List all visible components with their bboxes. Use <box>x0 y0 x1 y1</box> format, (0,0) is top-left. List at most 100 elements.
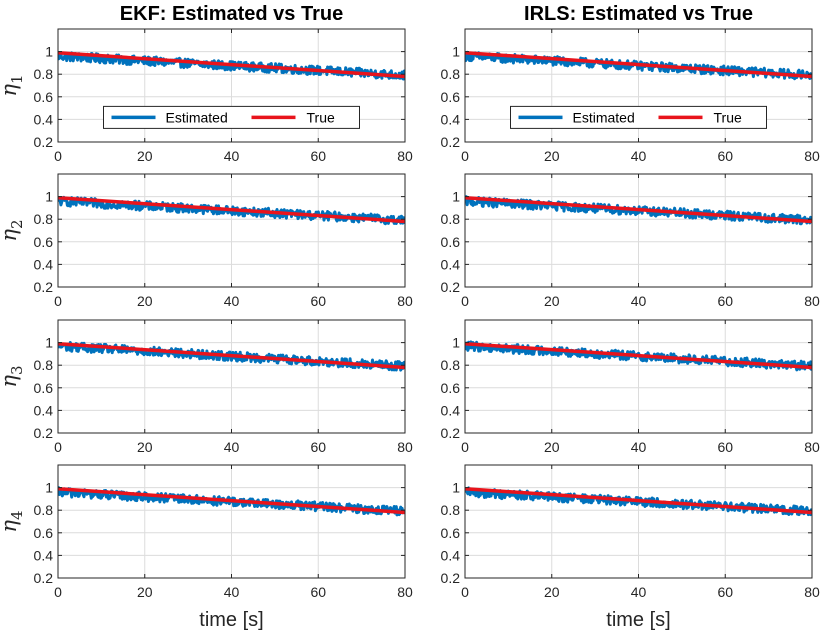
true-series-line <box>58 486 405 515</box>
x-tick-label: 0 <box>54 148 62 164</box>
x-tick-label: 80 <box>397 584 413 600</box>
x-tick-label: 20 <box>544 584 560 600</box>
x-tick-label: 60 <box>310 439 326 455</box>
y-tick-label: 0.8 <box>441 66 461 82</box>
true-series-line <box>465 195 812 224</box>
x-tick-label: 60 <box>310 293 326 309</box>
legend-box <box>510 105 767 129</box>
true-series-line <box>465 486 812 515</box>
y-tick-label: 0.2 <box>34 425 54 441</box>
y-tick-label: 0.4 <box>34 402 54 418</box>
subplot-ekf-1: 0 20 40 60 80 0.2 0.4 0.6 0.8 1 EKF: Estimated vs … <box>0 3 413 164</box>
y-tick-label: 0.4 <box>34 111 54 127</box>
x-tick-label: 40 <box>224 584 240 600</box>
x-tick-label: 20 <box>544 293 560 309</box>
y-tick-label: 1 <box>45 335 53 351</box>
y-tick-label: 0.6 <box>441 525 461 541</box>
x-tick-label: 0 <box>54 293 62 309</box>
x-tick-label: 0 <box>54 584 62 600</box>
y-tick-label: 0.6 <box>34 234 54 250</box>
subplot-irls-1: 0 20 40 60 80 0.2 0.4 0.6 0.8 1 IRLS: Estimated vs… <box>441 3 820 164</box>
y-tick-label: 0.8 <box>441 357 461 373</box>
y-axis-label-symbol: η <box>0 229 21 242</box>
y-tick-label: 0.2 <box>441 425 461 441</box>
y-tick-label: 0.8 <box>34 357 54 373</box>
y-tick-label: 0.8 <box>441 211 461 227</box>
x-tick-label: 80 <box>397 293 413 309</box>
y-tick-label: 1 <box>45 189 53 205</box>
y-axis-label: η3 <box>0 365 26 387</box>
y-tick-label: 0.6 <box>34 89 54 105</box>
legend-true-label: True <box>307 109 335 125</box>
y-tick-label: 0.4 <box>441 402 461 418</box>
y-tick-label: 1 <box>45 480 53 496</box>
x-tick-label: 40 <box>631 439 647 455</box>
y-axis-label-symbol: η <box>0 84 21 97</box>
legend-true-label: True <box>714 109 742 125</box>
y-tick-label: 0.2 <box>441 279 461 295</box>
y-tick-label: 0.4 <box>34 256 54 272</box>
y-tick-label: 0.2 <box>34 134 54 150</box>
y-tick-label: 0.8 <box>34 66 54 82</box>
subplot-title: IRLS: Estimated vs True <box>524 3 753 25</box>
y-tick-label: 0.8 <box>441 502 461 518</box>
y-tick-label: 0.6 <box>34 525 54 541</box>
x-axis-label: time [s] <box>199 609 263 631</box>
x-tick-label: 80 <box>804 439 820 455</box>
y-tick-label: 0.2 <box>34 279 54 295</box>
subplot-irls-4: 0 20 40 60 80 0.2 0.4 0.6 0.8 1 time [s] <box>441 464 820 631</box>
true-series-line <box>465 50 812 79</box>
x-tick-label: 40 <box>224 439 240 455</box>
x-tick-label: 0 <box>461 439 469 455</box>
x-tick-label: 60 <box>717 584 733 600</box>
x-tick-label: 20 <box>137 584 153 600</box>
y-tick-label: 1 <box>452 480 460 496</box>
y-tick-label: 0.2 <box>441 134 461 150</box>
true-series-line <box>58 195 405 224</box>
legend: Estimated True <box>103 105 360 129</box>
x-tick-label: 60 <box>717 293 733 309</box>
subplot-title: EKF: Estimated vs True <box>120 3 343 25</box>
x-tick-label: 0 <box>461 584 469 600</box>
x-tick-label: 40 <box>631 293 647 309</box>
y-tick-label: 0.2 <box>34 570 54 586</box>
subplot-irls-3: 0 20 40 60 80 0.2 0.4 0.6 0.8 1 <box>441 319 820 455</box>
x-tick-label: 40 <box>224 293 240 309</box>
legend: Estimated True <box>510 105 767 129</box>
subplot-irls-2: 0 20 40 60 80 0.2 0.4 0.6 0.8 1 <box>441 173 820 309</box>
x-axis-label: time [s] <box>606 609 670 631</box>
x-tick-label: 60 <box>310 148 326 164</box>
y-tick-label: 0.8 <box>34 211 54 227</box>
y-axis-label: η1 <box>0 74 26 96</box>
true-series-line <box>58 341 405 370</box>
true-series-line <box>58 50 405 79</box>
x-tick-label: 60 <box>717 439 733 455</box>
y-axis-label-subscript: 2 <box>8 219 26 229</box>
x-tick-label: 40 <box>631 148 647 164</box>
y-tick-label: 0.4 <box>34 547 54 563</box>
subplot-ekf-2: 0 20 40 60 80 0.2 0.4 0.6 0.8 1 η2 <box>0 173 413 309</box>
subplot-ekf-3: 0 20 40 60 80 0.2 0.4 0.6 0.8 1 η3 <box>0 319 413 455</box>
y-axis-label: η2 <box>0 219 26 241</box>
y-tick-label: 0.4 <box>441 256 461 272</box>
x-tick-label: 60 <box>310 584 326 600</box>
x-tick-label: 0 <box>54 439 62 455</box>
legend-estimated-label: Estimated <box>166 109 228 125</box>
y-tick-label: 0.6 <box>441 89 461 105</box>
x-tick-label: 20 <box>544 439 560 455</box>
subplot-ekf-4: 0 20 40 60 80 0.2 0.4 0.6 0.8 1 η4 time [s] <box>0 464 413 631</box>
y-axis-label: η4 <box>0 510 26 532</box>
y-tick-label: 0.4 <box>441 547 461 563</box>
x-tick-label: 40 <box>224 148 240 164</box>
y-tick-label: 1 <box>45 44 53 60</box>
x-tick-label: 80 <box>397 148 413 164</box>
x-tick-label: 80 <box>804 148 820 164</box>
y-axis-label-symbol: η <box>0 520 21 533</box>
x-tick-label: 80 <box>804 584 820 600</box>
x-tick-label: 0 <box>461 148 469 164</box>
x-tick-label: 20 <box>137 439 153 455</box>
y-tick-label: 1 <box>452 44 460 60</box>
x-tick-label: 20 <box>137 293 153 309</box>
y-tick-label: 0.6 <box>441 380 461 396</box>
